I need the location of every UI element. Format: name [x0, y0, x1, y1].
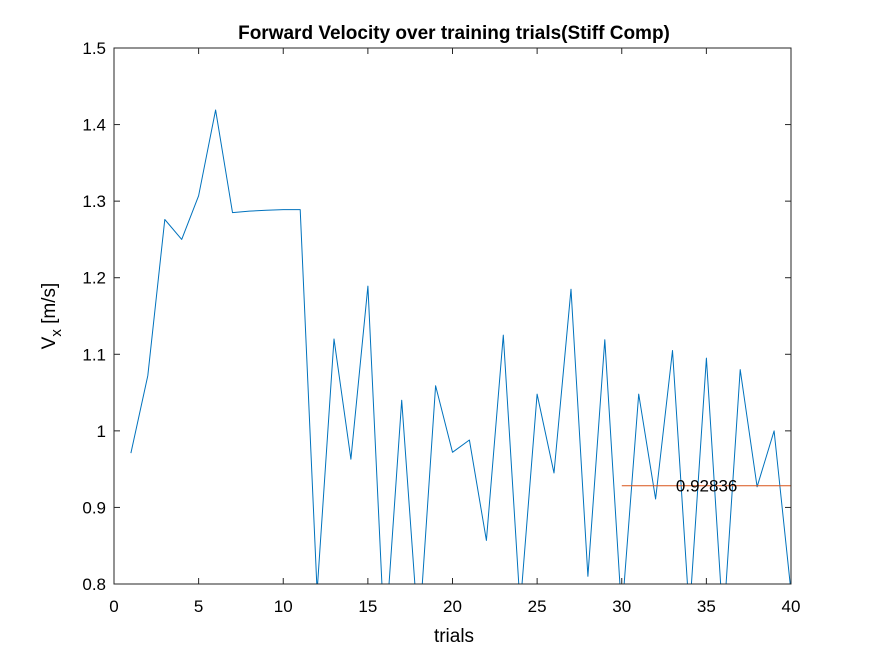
x-tick-label: 10: [274, 597, 293, 616]
y-axis-title-base: V: [39, 336, 60, 349]
y-tick-label: 0.8: [82, 575, 106, 594]
series-layer: [130, 109, 791, 584]
y-axis-title-subscript: x: [48, 329, 65, 337]
mean-value-annotation: 0.92836: [676, 477, 737, 496]
x-tick-label: 20: [443, 597, 462, 616]
y-axis-title-unit: [m/s]: [39, 283, 60, 329]
y-tick-label: 1.3: [82, 192, 106, 211]
x-tick-label: 15: [358, 597, 377, 616]
x-tick-label: 35: [697, 597, 716, 616]
velocity-series-line: [130, 109, 791, 584]
x-tick-label: 25: [528, 597, 547, 616]
x-tick-label: 0: [109, 597, 118, 616]
annotation-layer: 0.92836: [676, 477, 737, 496]
y-tick-label: 1.4: [82, 116, 106, 135]
x-tick-label: 30: [612, 597, 631, 616]
x-axis-title: trials: [434, 626, 474, 647]
y-tick-label: 1: [97, 422, 106, 441]
chart-title: Forward Velocity over training trials(St…: [238, 23, 670, 44]
x-tick-label: 40: [782, 597, 801, 616]
y-tick-label: 1.2: [82, 269, 106, 288]
tick-layer: 0 5 10 15 20 25 30 35 40 0.8 0.9 1 1.1 1.2 1.3 1.4 1.5: [82, 39, 800, 616]
y-tick-label: 0.9: [82, 498, 106, 517]
y-tick-label: 1.1: [82, 345, 106, 364]
plot-area: [114, 48, 791, 584]
y-tick-label: 1.5: [82, 39, 106, 58]
x-tick-label: 5: [194, 597, 203, 616]
y-axis-title: Vx [m/s]: [39, 283, 65, 350]
